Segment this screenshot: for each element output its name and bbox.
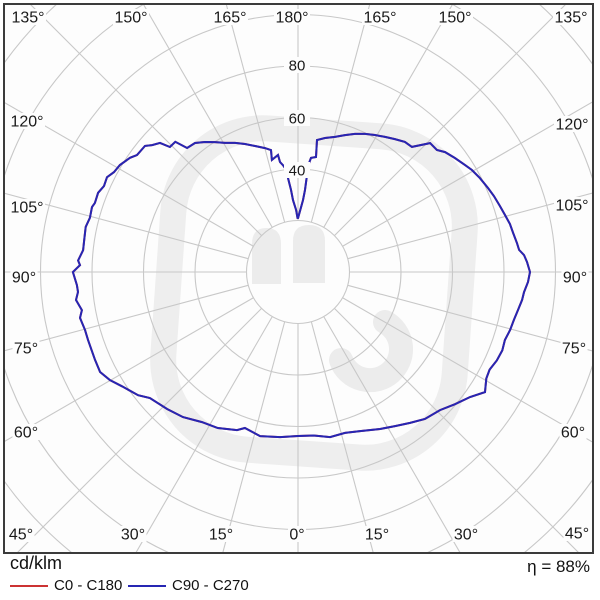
svg-text:75°: 75° [562,341,586,358]
svg-text:120°: 120° [10,114,43,131]
watermark-prong-left [252,228,281,284]
chart-frame [3,3,594,554]
svg-text:45°: 45° [9,527,33,544]
svg-text:80: 80 [289,58,306,75]
svg-text:150°: 150° [114,10,147,27]
svg-text:105°: 105° [555,198,588,215]
svg-text:40: 40 [289,163,306,180]
legend-swatch-c90-c270 [128,584,166,587]
intensity-curves [71,132,532,439]
svg-text:90°: 90° [563,270,587,287]
watermark-prong-right [293,225,325,283]
svg-text:15°: 15° [365,527,389,544]
legend-item-c0-c180: C0 - C180 [10,577,122,594]
svg-text:90°: 90° [12,270,36,287]
legend-label-c0-c180: C0 - C180 [54,577,123,594]
svg-text:0°: 0° [289,527,304,544]
svg-text:165°: 165° [213,10,246,27]
svg-text:75°: 75° [14,341,38,358]
svg-text:105°: 105° [10,200,43,217]
svg-text:15°: 15° [209,527,233,544]
watermark-ring [150,115,478,471]
watermark-logo [150,115,478,471]
legend-item-c90-c270: C90 - C270 [128,577,249,594]
svg-text:150°: 150° [438,10,471,27]
unit-label: cd/klm [10,553,63,573]
svg-text:60°: 60° [14,425,38,442]
efficiency-label: η = 88% [527,557,590,576]
svg-text:30°: 30° [121,527,145,544]
svg-text:180°: 180° [275,10,308,27]
svg-text:135°: 135° [11,10,44,27]
svg-text:120°: 120° [555,117,588,134]
watermark-curl [329,310,414,393]
svg-text:45°: 45° [565,526,589,543]
svg-text:135°: 135° [554,10,587,27]
svg-text:60: 60 [289,111,306,128]
legend-swatch-c0-c180 [10,584,48,587]
axis-labels: 40 60 80 135° 150° 165° 180° 165° 150° 135° 120° 10… [7,9,591,544]
svg-text:30°: 30° [454,527,478,544]
legend-label-c90-c270: C90 - C270 [172,577,249,594]
svg-text:60°: 60° [561,425,585,442]
svg-text:165°: 165° [363,10,396,27]
